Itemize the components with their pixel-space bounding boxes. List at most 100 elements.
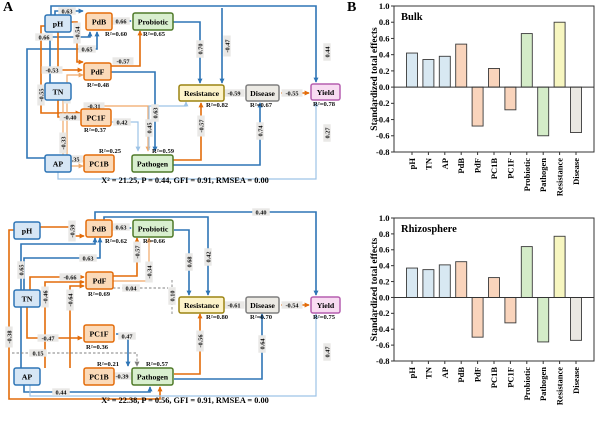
sem-r2-label: R²=0.21	[97, 361, 119, 368]
sem-path	[8, 229, 163, 400]
sem-path	[50, 5, 319, 83]
sem-edge-label: -0.55	[281, 89, 303, 97]
svg-text:Yield: Yield	[317, 301, 335, 310]
sem-path	[40, 226, 85, 239]
x-tick-label: PdF	[473, 158, 483, 173]
svg-text:0.04: 0.04	[125, 285, 137, 292]
bar-charts-panel: 1.0 0.8 0.6 0.4 0.2 0.0 -0.2 -0.4 -0.6 -0.8 pH TN AP…	[370, 1, 595, 405]
svg-text:TN: TN	[22, 294, 33, 303]
sem-edge-label: 0.63	[79, 254, 97, 262]
sem-node-Disease: Disease	[245, 84, 280, 102]
sem-edge-label: -0.33	[59, 132, 67, 154]
sem-node-PdB: PdB	[85, 219, 113, 238]
x-tick-label: Probiotic	[522, 158, 532, 192]
svg-text:-0.54: -0.54	[74, 26, 81, 40]
sem-node-pH: pH	[13, 221, 41, 240]
sem-edge-label: -0.56	[196, 330, 204, 352]
sem-path	[57, 101, 319, 180]
y-tick-label: 0.6	[379, 245, 390, 255]
sem-diagrams-panel: 0.630.440.660.65-0.54-0.53-0.55-0.47-0.4…	[5, 5, 341, 405]
sem-path	[111, 30, 143, 67]
sem-path	[40, 25, 81, 116]
sem-r2-label: R²=0.36	[86, 344, 109, 351]
sem-r2-label: R²=0.82	[206, 102, 229, 109]
sem-fit-text: X² = 21.25, P = 0.44, GFI = 0.91, RMSEA …	[101, 176, 269, 185]
svg-text:-0.54: -0.54	[285, 302, 299, 309]
sem-edge-label: 0.42	[113, 118, 131, 126]
svg-text:AP: AP	[53, 159, 64, 168]
chart-bulk: 1.0 0.8 0.6 0.4 0.2 0.0 -0.2 -0.4 -0.6 -0.8 pH TN AP…	[370, 1, 595, 196]
sem-r2-label: R²=0.48	[87, 82, 110, 89]
svg-text:-0.57: -0.57	[116, 58, 129, 65]
sem-edge-label: -0.59	[223, 89, 245, 97]
svg-text:TN: TN	[53, 87, 64, 96]
x-tick-label: PdB	[456, 367, 466, 383]
x-tick-label: AP	[440, 158, 450, 169]
bar-PdB	[455, 261, 468, 298]
sem-path	[44, 279, 85, 368]
bar-PC1B	[488, 68, 500, 88]
sem-path	[173, 21, 203, 84]
svg-text:Yield: Yield	[317, 88, 335, 97]
rhizo-sem: 0.63 -0.59 0.63 0.65 -0.57 -0.66 -0.46 -0.64 0.0…	[5, 208, 341, 405]
x-tick-label: Resistance	[555, 158, 565, 196]
sem-edge-label: 0.45	[145, 119, 153, 137]
sem-node-Resistance: Resistance	[178, 296, 225, 314]
svg-text:PC1B: PC1B	[89, 372, 109, 381]
sem-path	[26, 307, 83, 341]
svg-text:0.45: 0.45	[146, 122, 153, 133]
sem-edge-label: -0.47	[37, 334, 59, 342]
svg-text:0.66: 0.66	[115, 18, 126, 25]
svg-text:0.63: 0.63	[82, 255, 93, 262]
svg-text:0.44: 0.44	[324, 46, 331, 58]
y-tick-label: 0.8	[379, 17, 390, 27]
sem-edge-label: 0.66	[35, 33, 53, 41]
x-tick-label: PdF	[473, 367, 483, 382]
panel-a-label: A	[3, 0, 14, 15]
bar-PdF	[471, 86, 484, 127]
sem-path	[12, 352, 140, 367]
sem-path	[26, 31, 100, 159]
bar-PC1F	[504, 86, 517, 111]
sem-r2-label: R²=0.70	[250, 314, 273, 321]
sem-edge-label: -0.57	[197, 115, 205, 137]
sem-edge-label: 0.64	[258, 335, 266, 353]
sem-edge-label: 0.74	[256, 122, 264, 140]
y-tick-label: -0.4	[376, 114, 390, 124]
svg-text:PdF: PdF	[91, 67, 105, 76]
sem-edge-label: -0.46	[41, 286, 49, 308]
sem-edge-label: -0.31	[83, 102, 105, 110]
sem-path	[111, 71, 158, 152]
sem-edge-label: 0.70	[196, 40, 204, 58]
sem-node-Disease: Disease	[245, 296, 280, 314]
bulk-sem: 0.63 0.44 0.66 0.65-0.54 -0.53 -0.55 -0.47 -0.4…	[26, 5, 341, 185]
sem-edge-label: 0.65	[78, 45, 96, 53]
sem-edge-label: -0.61	[223, 301, 245, 309]
sem-r2-label: R²=0.67	[250, 102, 273, 109]
sem-path	[173, 102, 204, 161]
svg-text:PdF: PdF	[93, 276, 107, 285]
sem-node-Pathogen: Pathogen	[131, 154, 174, 173]
bar-Pathogen	[537, 86, 550, 137]
y-tick-label: 0.4	[379, 50, 390, 60]
svg-text:pH: pH	[53, 19, 63, 28]
x-tick-label: PC1F	[505, 158, 515, 179]
sem-path	[174, 229, 192, 296]
svg-text:PC1F: PC1F	[89, 329, 108, 338]
sem-edge-label: 0.65	[17, 261, 25, 279]
sem-node-PC1B: PC1B	[83, 367, 115, 386]
svg-text:-0.31: -0.31	[87, 103, 100, 110]
svg-text:-0.38: -0.38	[6, 330, 13, 343]
bar-AP	[438, 55, 451, 88]
sem-r2-label: R²=0.60	[105, 31, 128, 38]
svg-text:-0.61: -0.61	[227, 302, 240, 309]
sem-edge-label: -0.54	[281, 301, 303, 309]
sem-edge-label: -0.38	[5, 326, 13, 348]
svg-text:0.66: 0.66	[38, 34, 49, 41]
svg-text:0.40: 0.40	[255, 209, 266, 216]
sem-r2-label: R²=0.78	[313, 101, 336, 108]
svg-text:Disease: Disease	[250, 301, 275, 310]
sem-node-pH: pH	[44, 14, 72, 33]
x-tick-label: Probiotic	[522, 367, 532, 401]
panel-b-label: B	[347, 0, 357, 15]
